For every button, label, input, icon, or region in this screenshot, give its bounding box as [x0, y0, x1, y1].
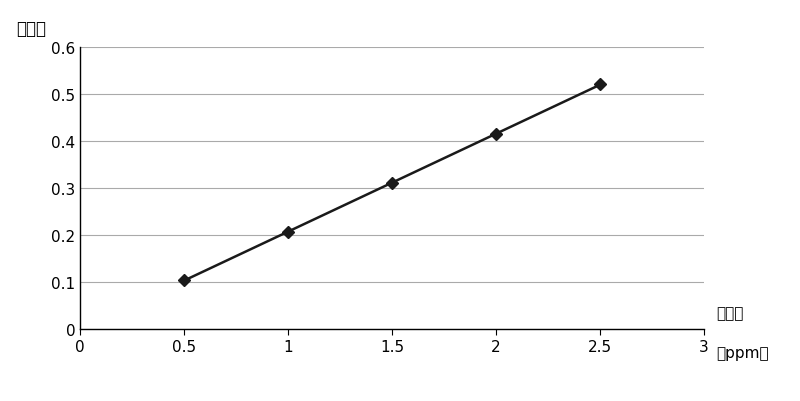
Text: （ppm）: （ppm） — [716, 345, 769, 360]
Text: 吸光度: 吸光度 — [16, 20, 46, 38]
Text: 鐵浓度: 鐵浓度 — [716, 305, 743, 320]
